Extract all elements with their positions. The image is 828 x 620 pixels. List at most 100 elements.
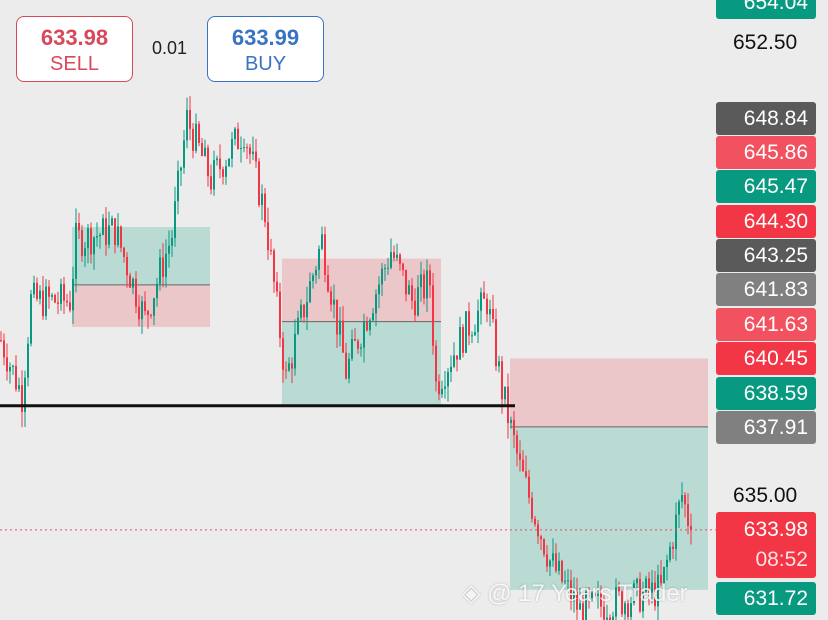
current-price: 633.98 xyxy=(743,518,808,541)
candle-body xyxy=(492,309,494,320)
candle-body xyxy=(564,580,566,582)
candle-body xyxy=(9,367,11,372)
candle-body xyxy=(645,578,647,592)
candle-body xyxy=(108,225,110,245)
candle-body xyxy=(663,566,665,584)
candle-body xyxy=(162,257,164,277)
candle-body xyxy=(222,169,224,177)
candle-body xyxy=(408,285,410,295)
candle-body xyxy=(402,263,404,270)
candle-body xyxy=(57,302,59,304)
candle-body xyxy=(114,218,116,246)
candle-body xyxy=(333,299,335,305)
candle-body xyxy=(60,283,62,304)
candle-body xyxy=(132,278,134,288)
candle-body xyxy=(486,298,488,315)
candle-body xyxy=(606,617,608,620)
candle-body xyxy=(648,578,650,593)
candle-body xyxy=(576,591,578,610)
candle-body xyxy=(534,518,536,525)
candle-body xyxy=(183,140,185,168)
price-tag: 640.45 xyxy=(716,342,816,375)
candle-body xyxy=(399,254,401,264)
candle-body xyxy=(597,593,599,597)
candle-body xyxy=(30,294,32,344)
candle-body xyxy=(189,110,191,129)
candle-body xyxy=(654,582,656,607)
price-tag: 654.04 xyxy=(716,0,816,19)
candle-body xyxy=(456,355,458,360)
candle-body xyxy=(567,580,569,582)
candle-body xyxy=(219,158,221,170)
candle-body xyxy=(12,365,14,368)
candle-body xyxy=(360,347,362,349)
candle-body xyxy=(438,381,440,395)
candle-body xyxy=(204,147,206,157)
candle-body xyxy=(234,128,236,140)
price-tag: 637.91 xyxy=(716,411,816,444)
candle-body xyxy=(483,292,485,299)
position-box-upper xyxy=(510,358,708,427)
candle-body xyxy=(6,357,8,372)
candle-body xyxy=(366,322,368,331)
candle-body xyxy=(321,234,323,249)
candle-body xyxy=(282,338,284,370)
candle-body xyxy=(111,218,113,226)
candle-body xyxy=(252,151,254,155)
binance-logo-icon: ◈ xyxy=(462,580,481,607)
candle-body xyxy=(444,386,446,389)
candle-body xyxy=(231,139,233,159)
candle-body xyxy=(330,291,332,305)
candle-body xyxy=(264,193,266,223)
candle-body xyxy=(357,340,359,349)
buy-price: 633.99 xyxy=(231,25,300,50)
candle-body xyxy=(153,298,155,316)
candle-body xyxy=(291,363,293,369)
candle-body xyxy=(381,268,383,285)
candle-body xyxy=(90,228,92,255)
candle-body xyxy=(660,574,662,584)
candle-body xyxy=(351,338,353,359)
candle-body xyxy=(450,366,452,372)
candle-body xyxy=(432,285,434,346)
candle-body xyxy=(375,294,377,314)
price-tag: 631.72 xyxy=(716,582,816,615)
candle-body xyxy=(363,322,365,348)
candle-body xyxy=(477,310,479,333)
sell-price: 633.98 xyxy=(40,25,109,50)
position-box-lower xyxy=(510,426,708,590)
candle-body xyxy=(594,592,596,597)
candle-body xyxy=(54,295,56,303)
candle-body xyxy=(417,287,419,316)
candle-body xyxy=(45,286,47,317)
candle-body xyxy=(51,295,53,297)
candle-body xyxy=(372,313,374,321)
candle-body xyxy=(84,248,86,257)
lot-size[interactable]: 0.01 xyxy=(152,38,188,58)
candle-body xyxy=(279,291,281,339)
candle-body xyxy=(675,514,677,549)
candle-body xyxy=(102,218,104,235)
candle-body xyxy=(138,306,140,320)
candle-body xyxy=(657,574,659,607)
candle-body xyxy=(396,254,398,258)
candle-body xyxy=(558,560,560,571)
position-box-upper xyxy=(72,227,210,285)
candle-body xyxy=(546,554,548,567)
candle-body xyxy=(681,495,683,502)
candle-body xyxy=(246,147,248,149)
candle-body xyxy=(636,578,638,584)
candle-body xyxy=(207,147,209,177)
candle-body xyxy=(471,335,473,337)
current-price-tag: 633.98 08:52 xyxy=(716,512,816,578)
sell-button[interactable]: 633.98 SELL xyxy=(16,16,133,82)
candle-body xyxy=(192,128,194,151)
candle-body xyxy=(666,559,668,567)
candle-body xyxy=(168,245,170,254)
candle-body xyxy=(66,300,68,303)
candle-body xyxy=(240,148,242,150)
buy-button[interactable]: 633.99 BUY xyxy=(207,16,324,82)
candle-body xyxy=(105,218,107,245)
watermark-text: @ 17 Years Trader xyxy=(487,580,688,607)
